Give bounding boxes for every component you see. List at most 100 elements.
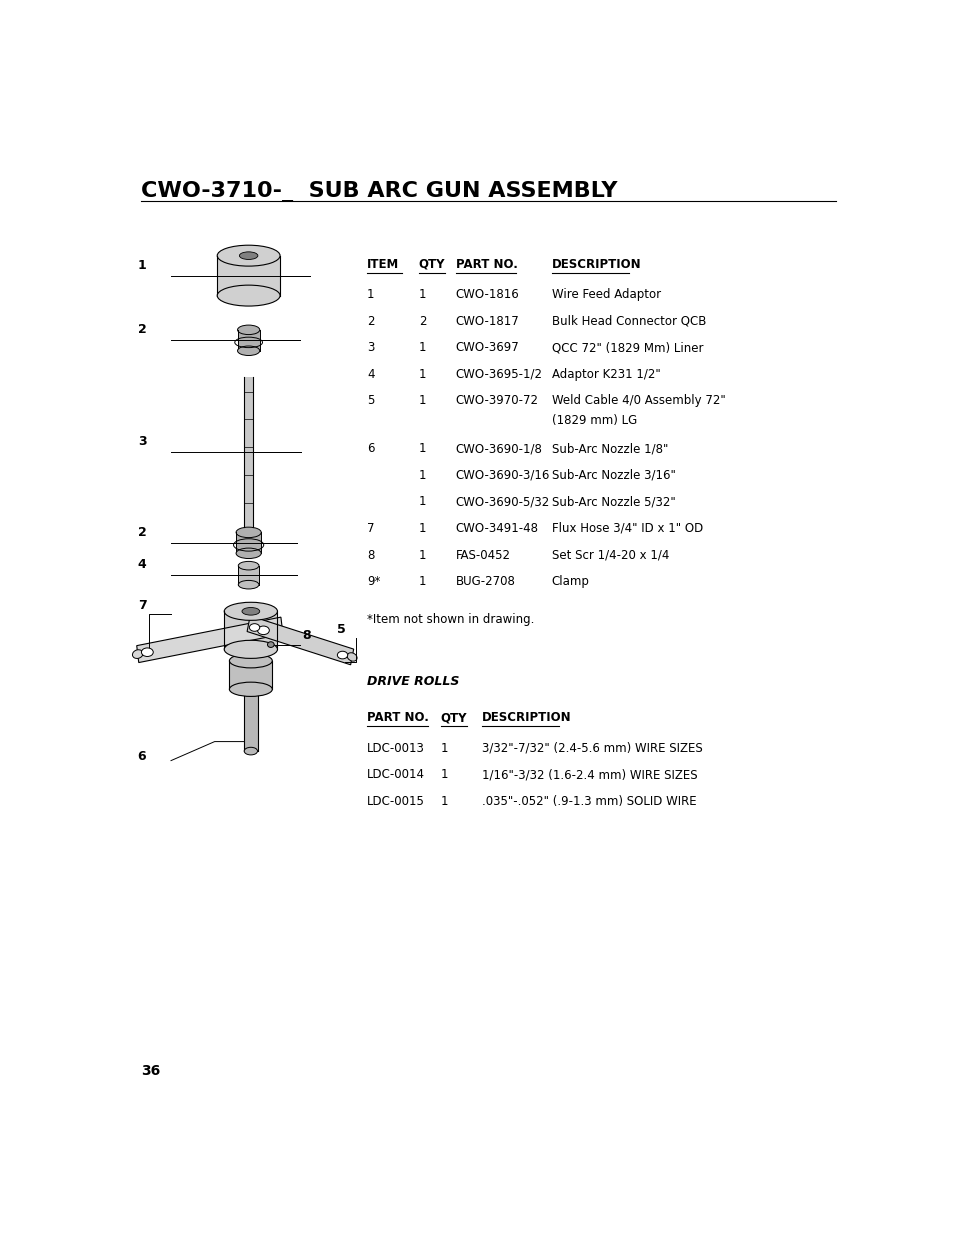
- Text: 2: 2: [137, 324, 147, 336]
- Text: 7: 7: [137, 599, 147, 613]
- Text: CWO-3695-1/2: CWO-3695-1/2: [456, 368, 542, 380]
- Ellipse shape: [347, 653, 356, 661]
- Ellipse shape: [235, 527, 261, 537]
- Text: CWO-1817: CWO-1817: [456, 315, 518, 327]
- Ellipse shape: [238, 562, 258, 569]
- Text: 1: 1: [367, 288, 374, 301]
- Text: BUG-2708: BUG-2708: [456, 576, 515, 588]
- Text: 36: 36: [141, 1065, 160, 1078]
- Ellipse shape: [132, 650, 143, 658]
- Ellipse shape: [237, 325, 259, 335]
- Text: 1: 1: [418, 468, 426, 482]
- Ellipse shape: [141, 648, 153, 657]
- Text: Adaptor K231 1/2": Adaptor K231 1/2": [551, 368, 659, 380]
- Ellipse shape: [337, 651, 347, 658]
- Text: 1: 1: [440, 768, 448, 782]
- Text: LDC-0013: LDC-0013: [367, 741, 424, 755]
- Ellipse shape: [224, 603, 277, 620]
- Text: 1: 1: [418, 288, 426, 301]
- Text: 9*: 9*: [367, 576, 380, 588]
- Text: 3/32"-7/32" (2.4-5.6 mm) WIRE SIZES: 3/32"-7/32" (2.4-5.6 mm) WIRE SIZES: [481, 741, 701, 755]
- Text: 1: 1: [137, 259, 147, 272]
- Bar: [238, 566, 258, 584]
- Ellipse shape: [239, 252, 257, 259]
- Text: 5: 5: [367, 394, 374, 408]
- Ellipse shape: [224, 640, 277, 658]
- Text: Set Scr 1/4-20 x 1/4: Set Scr 1/4-20 x 1/4: [551, 548, 668, 562]
- Text: 1: 1: [418, 495, 426, 509]
- Ellipse shape: [244, 747, 257, 755]
- Bar: [237, 330, 259, 351]
- Text: Bulk Head Connector QCB: Bulk Head Connector QCB: [551, 315, 705, 327]
- Ellipse shape: [235, 548, 261, 558]
- Text: Flux Hose 3/4" ID x 1" OD: Flux Hose 3/4" ID x 1" OD: [551, 522, 702, 535]
- Text: (1829 mm) LG: (1829 mm) LG: [551, 415, 637, 427]
- Text: LDC-0014: LDC-0014: [367, 768, 424, 782]
- Text: DRIVE ROLLS: DRIVE ROLLS: [367, 676, 458, 688]
- Text: .035"-.052" (.9-1.3 mm) SOLID WIRE: .035"-.052" (.9-1.3 mm) SOLID WIRE: [481, 795, 696, 808]
- Text: CWO-3690-5/32: CWO-3690-5/32: [456, 495, 549, 509]
- Text: DESCRIPTION: DESCRIPTION: [481, 711, 571, 724]
- Text: Sub-Arc Nozzle 1/8": Sub-Arc Nozzle 1/8": [551, 442, 667, 454]
- Text: 1: 1: [418, 576, 426, 588]
- Ellipse shape: [267, 642, 274, 647]
- Text: CWO-3697: CWO-3697: [456, 341, 518, 354]
- Ellipse shape: [217, 285, 280, 306]
- Bar: [217, 256, 280, 295]
- Ellipse shape: [217, 246, 280, 266]
- Text: 1: 1: [418, 394, 426, 408]
- Bar: [229, 661, 272, 689]
- Text: 2: 2: [367, 315, 374, 327]
- Text: 1: 1: [418, 522, 426, 535]
- Bar: [244, 378, 253, 526]
- Bar: [235, 532, 261, 553]
- Text: 6: 6: [137, 750, 146, 762]
- Text: FAS-0452: FAS-0452: [456, 548, 510, 562]
- Text: 1: 1: [418, 341, 426, 354]
- Text: CWO-1816: CWO-1816: [456, 288, 518, 301]
- Text: 3: 3: [137, 435, 146, 448]
- Bar: [224, 611, 277, 650]
- Text: 4: 4: [137, 558, 147, 572]
- Ellipse shape: [257, 626, 269, 635]
- Text: 6: 6: [367, 442, 374, 454]
- Text: CWO-3710-_  SUB ARC GUN ASSEMBLY: CWO-3710-_ SUB ARC GUN ASSEMBLY: [141, 182, 618, 203]
- Text: *Item not shown in drawing.: *Item not shown in drawing.: [367, 614, 534, 626]
- Polygon shape: [247, 616, 354, 664]
- Text: 8: 8: [367, 548, 374, 562]
- Text: PART NO.: PART NO.: [456, 258, 517, 270]
- Text: 1: 1: [418, 442, 426, 454]
- Polygon shape: [136, 618, 283, 662]
- Ellipse shape: [238, 580, 258, 589]
- Bar: [244, 694, 257, 751]
- Text: ITEM: ITEM: [367, 258, 398, 270]
- Text: 3: 3: [367, 341, 374, 354]
- Text: Clamp: Clamp: [551, 576, 589, 588]
- Ellipse shape: [229, 682, 272, 697]
- Text: PART NO.: PART NO.: [367, 711, 428, 724]
- Text: 4: 4: [367, 368, 374, 380]
- Text: 5: 5: [337, 622, 346, 636]
- Text: 1: 1: [440, 795, 448, 808]
- Text: CWO-3491-48: CWO-3491-48: [456, 522, 538, 535]
- Ellipse shape: [229, 653, 272, 668]
- Text: 1/16"-3/32 (1.6-2.4 mm) WIRE SIZES: 1/16"-3/32 (1.6-2.4 mm) WIRE SIZES: [481, 768, 697, 782]
- Text: 7: 7: [367, 522, 374, 535]
- Text: 1: 1: [440, 741, 448, 755]
- Text: 8: 8: [302, 629, 311, 642]
- Ellipse shape: [242, 608, 259, 615]
- Text: 1: 1: [418, 548, 426, 562]
- Text: Wire Feed Adaptor: Wire Feed Adaptor: [551, 288, 660, 301]
- Text: LDC-0015: LDC-0015: [367, 795, 424, 808]
- Text: CWO-3690-3/16: CWO-3690-3/16: [456, 468, 550, 482]
- Text: Sub-Arc Nozzle 5/32": Sub-Arc Nozzle 5/32": [551, 495, 675, 509]
- Text: CWO-3970-72: CWO-3970-72: [456, 394, 538, 408]
- Text: QTY: QTY: [418, 258, 445, 270]
- Text: QTY: QTY: [440, 711, 467, 724]
- Text: QCC 72" (1829 Mm) Liner: QCC 72" (1829 Mm) Liner: [551, 341, 702, 354]
- Ellipse shape: [237, 346, 259, 356]
- Text: 1: 1: [418, 368, 426, 380]
- Ellipse shape: [249, 624, 259, 631]
- Text: 2: 2: [137, 526, 147, 538]
- Text: DESCRIPTION: DESCRIPTION: [551, 258, 640, 270]
